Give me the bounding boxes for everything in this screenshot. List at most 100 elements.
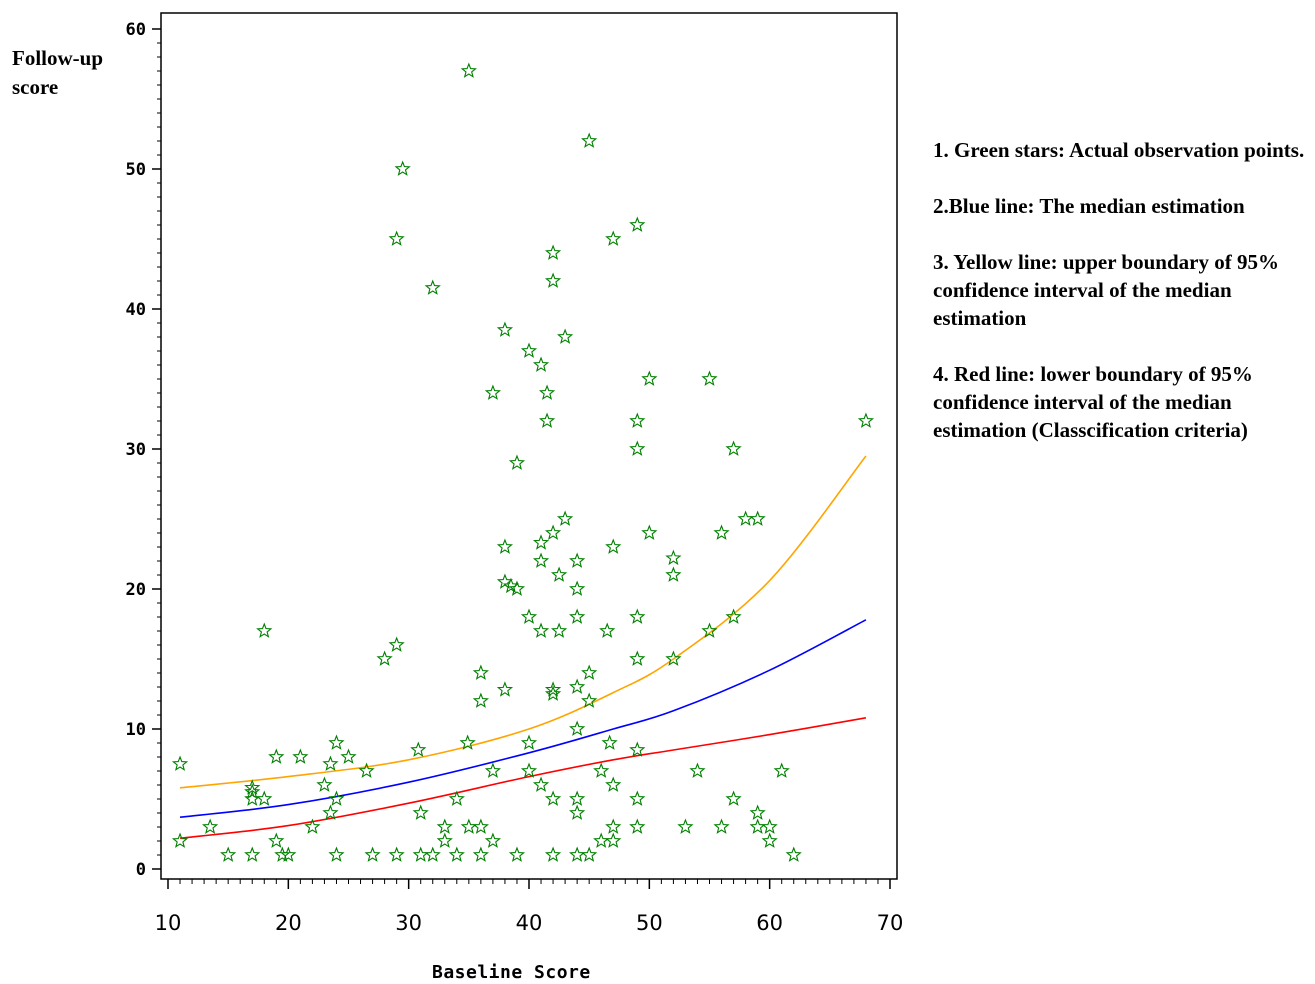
x-tick-label: 70: [877, 911, 904, 935]
legend-item-median: 2.Blue line: The median estimation: [933, 194, 1245, 218]
observation-point: [544, 244, 562, 260]
observation-point: [244, 846, 261, 862]
observation-point: [280, 846, 297, 862]
observation-point: [749, 804, 766, 820]
observation-point: [601, 734, 618, 750]
observation-point: [544, 272, 562, 288]
observation-point: [496, 321, 514, 337]
observation-point: [532, 622, 550, 638]
observation-point: [424, 279, 441, 295]
observation-point: [328, 846, 345, 862]
y-axis: 0 10 20 30 40 50 60: [126, 20, 161, 880]
y-axis-label: Follow-up score: [12, 46, 104, 99]
observation-point: [472, 846, 489, 862]
observation-point: [725, 608, 742, 624]
observation-point: [520, 734, 538, 750]
observation-point: [629, 650, 646, 666]
observation-point: [472, 692, 489, 708]
observation-point: [761, 818, 778, 834]
x-axis: 10 20 30 40 50 60 70: [155, 879, 904, 935]
median-line: [179, 619, 867, 818]
observation-point: [689, 762, 706, 778]
observation-point: [484, 832, 502, 848]
observation-point: [508, 580, 526, 596]
observation-point: [459, 734, 476, 750]
observation-point: [328, 734, 345, 750]
observation-point: [424, 846, 441, 862]
observation-point: [340, 748, 357, 764]
observation-point: [544, 524, 562, 540]
observation-point: [412, 846, 429, 862]
observation-point: [629, 818, 646, 834]
observation-point: [749, 818, 766, 834]
observation-point: [569, 608, 586, 624]
observation-point: [472, 664, 489, 680]
observation-point: [256, 622, 273, 638]
observation-point: [569, 720, 586, 736]
x-tick-label: 40: [516, 911, 543, 935]
observation-point: [460, 818, 477, 834]
observation-point: [725, 790, 742, 806]
observation-point: [629, 412, 646, 428]
series-lines: [179, 455, 867, 839]
legend-item-lower: 4. Red line: lower boundary of 95% confi…: [933, 362, 1253, 442]
observation-point: [448, 790, 465, 806]
observation-point: [496, 538, 514, 554]
lower-ci-line: [179, 717, 867, 839]
observation-point: [484, 384, 502, 400]
observation-point: [256, 790, 273, 806]
observation-point: [701, 370, 718, 386]
observation-point: [773, 762, 790, 778]
observation-point: [544, 681, 562, 697]
observation-point: [484, 762, 502, 778]
observation-point: [605, 538, 622, 554]
observation-point: [304, 818, 321, 834]
observation-point: [544, 790, 562, 806]
observation-point: [737, 510, 754, 526]
observation-point: [322, 755, 339, 771]
observation-point: [508, 846, 526, 862]
observation-point: [665, 650, 682, 666]
legend: 1. Green stars: Actual observation point…: [933, 136, 1315, 472]
observation-point: [581, 846, 598, 862]
observation-point: [328, 790, 345, 806]
observation-point: [460, 62, 477, 78]
observation-points: [171, 62, 875, 862]
x-axis-label: Baseline Score: [432, 962, 591, 983]
observation-point: [749, 510, 766, 526]
legend-item-upper: 3. Yellow line: upper boundary of 95% co…: [933, 250, 1279, 330]
observation-point: [316, 776, 333, 792]
observation-point: [857, 412, 875, 428]
observation-point: [532, 552, 550, 568]
observation-point: [171, 755, 189, 771]
observation-point: [569, 804, 586, 820]
observation-point: [725, 440, 742, 456]
observation-point: [569, 678, 586, 694]
observation-point: [605, 230, 622, 246]
observation-point: [532, 776, 550, 792]
observation-point: [665, 549, 682, 566]
observation-point: [244, 783, 261, 799]
observation-point: [268, 832, 285, 848]
observation-point: [629, 741, 646, 757]
observation-point: [701, 622, 718, 638]
observation-point: [292, 748, 309, 764]
y-tick-label: 40: [126, 300, 146, 320]
observation-point: [448, 846, 465, 862]
observation-point: [785, 846, 802, 862]
observation-point: [520, 608, 538, 624]
observation-point: [677, 818, 694, 834]
observation-point: [532, 534, 550, 550]
observation-point: [641, 524, 658, 540]
observation-point: [322, 804, 339, 820]
observation-point: [376, 650, 393, 666]
observation-point: [544, 685, 562, 701]
observation-point: [550, 566, 568, 582]
observation-point: [508, 454, 526, 470]
observation-point: [569, 790, 586, 806]
observation-point: [665, 566, 682, 582]
observation-point: [629, 790, 646, 806]
observation-point: [388, 846, 405, 862]
observation-point: [629, 608, 646, 624]
observation-point: [388, 636, 405, 652]
